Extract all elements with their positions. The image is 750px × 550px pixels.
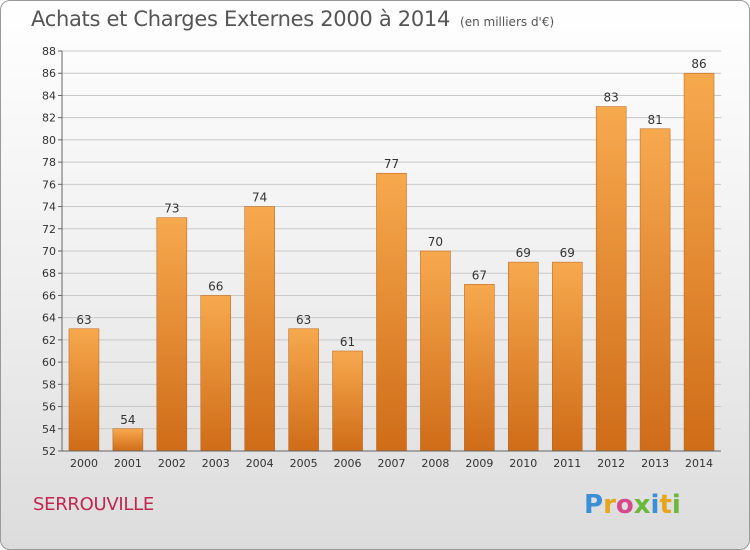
logo-letter: i	[650, 490, 660, 520]
data-label: 54	[120, 413, 135, 427]
data-label: 77	[384, 157, 399, 171]
x-tick-label: 2002	[158, 457, 186, 470]
data-label: 74	[252, 191, 267, 205]
y-tick-label: 74	[42, 201, 56, 214]
x-tick-label: 2009	[465, 457, 493, 470]
bar	[200, 295, 232, 452]
logo-letter: P	[584, 490, 604, 520]
x-tick-label: 2008	[421, 457, 449, 470]
y-tick-label: 76	[42, 178, 56, 191]
bar	[508, 261, 539, 452]
data-label: 81	[647, 113, 662, 127]
y-tick-label: 88	[42, 45, 56, 58]
x-axis: 2000 2001 2002 2003 2004 2005 2006 2007 2008 2009…	[62, 450, 721, 470]
data-label: 66	[208, 279, 223, 293]
y-tick-label: 70	[42, 245, 56, 258]
bar	[639, 128, 671, 452]
y-tick-label: 60	[42, 356, 56, 369]
bar	[420, 250, 451, 452]
y-tick-label: 66	[42, 289, 56, 302]
data-label: 70	[428, 235, 443, 249]
x-tick-label: 2014	[685, 457, 713, 470]
bar	[332, 350, 363, 452]
data-label: 69	[560, 246, 575, 260]
bar	[68, 328, 100, 452]
y-tick-label: 68	[42, 267, 56, 280]
logo-letter: r	[603, 490, 616, 520]
bar	[156, 217, 188, 452]
bar	[376, 172, 407, 452]
bars	[68, 72, 715, 452]
y-tick-label: 80	[42, 134, 56, 147]
data-label: 63	[76, 313, 91, 327]
proxiti-logo: Proxiti	[584, 490, 681, 520]
y-tick-label: 72	[42, 223, 56, 236]
bar	[683, 72, 715, 452]
y-tick-label: 56	[42, 401, 56, 414]
y-tick-label: 78	[42, 156, 56, 169]
logo-letter: o	[615, 490, 634, 520]
data-label: 86	[691, 57, 706, 71]
data-label: 73	[164, 202, 179, 216]
x-tick-label: 2004	[246, 457, 274, 470]
logo-letter: i	[671, 490, 681, 520]
bar	[244, 206, 275, 452]
y-tick-label: 58	[42, 378, 56, 391]
commune-name: SERROUVILLE	[33, 494, 154, 515]
y-tick-label: 82	[42, 112, 56, 125]
x-tick-label: 2003	[202, 457, 230, 470]
data-label: 69	[516, 246, 531, 260]
data-label: 67	[472, 268, 487, 282]
data-label: 61	[340, 335, 355, 349]
x-tick-label: 2013	[641, 457, 669, 470]
y-tick-label: 54	[42, 423, 56, 436]
x-tick-label: 2005	[290, 457, 318, 470]
y-axis: 52 54 56 58 60 62 64 66 68 70 72 74 76 78 80 82 84 86 88	[42, 45, 63, 458]
bar	[464, 284, 495, 452]
bar	[112, 428, 144, 452]
y-tick-label: 64	[42, 312, 56, 325]
data-label: 63	[296, 313, 311, 327]
y-tick-label: 84	[42, 89, 56, 102]
x-tick-label: 2001	[114, 457, 142, 470]
y-tick-label: 86	[42, 67, 56, 80]
chart-title: Achats et Charges Externes 2000 à 2014 (e…	[31, 7, 554, 31]
x-tick-label: 2006	[334, 457, 362, 470]
x-tick-label: 2010	[509, 457, 537, 470]
bar	[595, 106, 627, 452]
x-tick-label: 2000	[70, 457, 98, 470]
x-tick-label: 2011	[553, 457, 581, 470]
data-labels: 63 54 73 66 74 63 61 77 70 67 69 69 83 81 86	[76, 57, 706, 427]
x-tick-label: 2007	[378, 457, 406, 470]
bar	[288, 328, 319, 452]
data-label: 83	[604, 91, 619, 105]
y-tick-label: 52	[42, 445, 56, 458]
x-tick-label: 2012	[597, 457, 625, 470]
logo-letter: t	[659, 490, 672, 520]
logo-letter: x	[633, 490, 651, 520]
bar	[551, 261, 583, 452]
chart-title-text: Achats et Charges Externes 2000 à 2014	[31, 7, 451, 31]
y-tick-label: 62	[42, 334, 56, 347]
chart-unit: (en milliers d'€)	[460, 15, 555, 29]
